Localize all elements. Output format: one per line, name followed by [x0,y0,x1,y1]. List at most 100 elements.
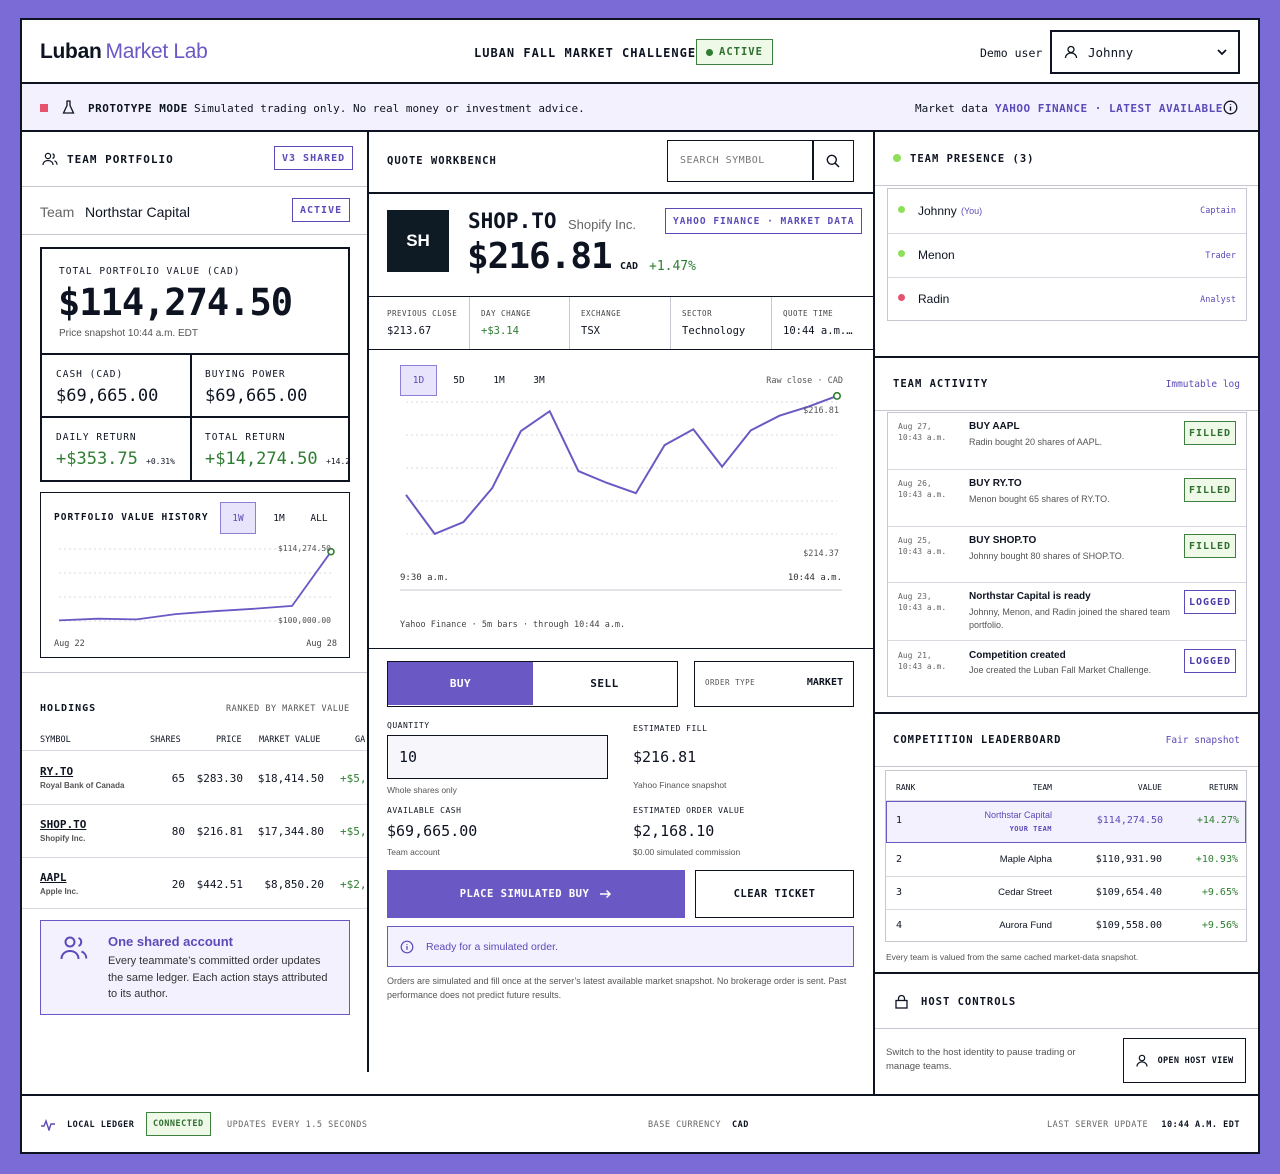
buy-button[interactable]: BUY [388,662,533,705]
info-icon[interactable] [1223,100,1238,115]
online-dot-icon [898,250,905,257]
total-value-label: TOTAL PORTFOLIO VALUE (CAD) [59,266,241,277]
activity-item: Aug 21, 10:43 a.m. Competition created Jo… [888,641,1246,696]
holding-name: Apple Inc. [40,887,79,896]
order-type-select[interactable]: ORDER TYPE MARKET [694,661,854,707]
quantity-hint: Whole shares only [387,785,457,795]
activity-date-day: Aug 27, [898,422,932,431]
holding-price: $283.30 [196,772,243,785]
order-type-value: MARKET [806,677,843,688]
divider [22,908,367,909]
activity-date-time: 10:43 a.m. [898,433,947,442]
divider [369,192,873,194]
chart-tab-5d[interactable]: 5D [453,375,465,386]
divider [888,582,1246,583]
quantity-input[interactable] [387,735,608,779]
divider [875,972,1258,974]
history-tab-all[interactable]: ALL [310,512,328,524]
shared-account-title: One shared account [108,934,233,949]
leaderboard-row[interactable]: 4 Aurora Fund $109,558.00 +9.56% [886,910,1246,941]
brand-logo[interactable]: Luban Market Lab [40,40,208,64]
quote-currency: CAD [620,261,639,272]
order-status-text: Ready for a simulated order. [426,941,558,953]
user-select-value: Johnny [1088,44,1134,60]
activity-desc: Johnny bought 80 shares of SHOP.TO. [969,551,1125,561]
challenge-status-label: ACTIVE [719,46,763,58]
chart-tab-1m[interactable]: 1M [493,375,505,386]
team-name: Northstar Capital [85,204,191,220]
divider [888,640,1246,641]
activity-title: Competition created [969,650,1066,661]
activity-date: Aug 27, 10:43 a.m. [898,421,946,443]
holding-symbol[interactable]: AAPL [40,871,67,884]
quote-x-end: 10:44 a.m. [788,573,842,583]
divider [812,141,814,180]
local-ledger-label: LOCAL LEDGER [67,1120,135,1130]
leaderboard-return: +10.93% [1195,854,1238,865]
leaderboard-row[interactable]: 3 Cedar Street $109,654.40 +9.65% [886,877,1246,909]
chart-tab-3m[interactable]: 3M [533,375,545,386]
symbol-search-input[interactable] [668,141,812,180]
holding-symbol[interactable]: SHOP.TO [40,818,87,831]
divider [875,712,1258,714]
leaderboard-team: Cedar Street [998,887,1052,898]
history-tab-1w[interactable]: 1W [220,502,256,534]
market-data-label: Market data [915,102,988,115]
open-host-view-button[interactable]: OPEN HOST VIEW [1123,1038,1246,1083]
divider [22,804,367,805]
leaderboard-row[interactable]: 2 Maple Alpha $110,931.90 +10.93% [886,843,1246,876]
holdings-table: SYMBOL SHARES PRICE MARKET VALUE GA RY.T… [22,728,367,908]
stat-label: QUOTE TIME [783,309,834,318]
activity-item: Aug 26, 10:43 a.m. BUY RY.TO Menon bought… [888,470,1246,527]
symbol-search [667,140,854,182]
team-label: Team [40,204,75,220]
quote-price-chart: $216.81 $214.37 9:30 a.m. 10:44 a.m. [400,391,842,591]
quote-company-name: Shopify Inc. [568,217,636,232]
member-name: Menon [918,248,955,262]
quote-change: +1.47% [649,259,696,274]
user-select[interactable]: Johnny [1050,30,1240,74]
member-you-tag: (You) [961,206,983,216]
chart-tab-1d[interactable]: 1D [400,365,437,396]
member-role: Trader [1205,251,1236,261]
clear-ticket-button[interactable]: CLEAR TICKET [695,870,854,918]
presence-dot-icon [893,154,901,162]
leaderboard-rank: 2 [896,854,903,865]
history-chart: $114,274.50 $100,000.00 Aug 22 Aug 28 [54,544,337,649]
search-icon[interactable] [826,154,840,168]
leaderboard-team: Northstar Capital [984,810,1052,820]
leaderboard-row-highlight[interactable]: 1 Northstar Capital YOUR TEAM $114,274.5… [886,801,1246,843]
divider [22,750,367,751]
team-activity-title: TEAM ACTIVITY [893,378,989,390]
chart-note: Raw close · CAD [766,376,843,386]
holdings-col-symbol: SYMBOL [40,735,71,745]
cash-value: $69,665.00 [56,386,159,406]
holding-row[interactable]: AAPL Apple Inc. 20 $442.51 $8,850.20 +$2… [22,858,367,908]
history-tab-1m[interactable]: 1M [273,512,285,524]
place-order-label: PLACE SIMULATED BUY [459,888,590,900]
shared-account-note: One shared account Every teammate’s comm… [40,920,350,1015]
holding-symbol[interactable]: RY.TO [40,765,74,778]
estimated-order-hint: $0.00 simulated commission [633,847,741,857]
estimated-fill-label: ESTIMATED FILL [633,724,708,733]
holdings-col-market-value: MARKET VALUE [259,735,321,745]
leaderboard-rank: 4 [896,920,903,931]
quote-source-tag: YAHOO FINANCE · MARKET DATA [665,208,863,234]
sell-button[interactable]: SELL [590,677,619,690]
leaderboard-rank: 1 [896,815,903,826]
stat-day-change: DAY CHANGE +$3.14 [470,297,570,349]
brand-suffix: Market Lab [105,40,208,63]
quote-symbol: SHOP.TO [468,209,557,233]
daily-return-label: DAILY RETURN [56,432,137,443]
leaderboard-value: $109,654.40 [1095,887,1162,898]
stat-value: +$3.14 [481,325,519,337]
alert-square-icon [40,104,48,112]
place-order-button[interactable]: PLACE SIMULATED BUY [387,870,685,918]
holding-row[interactable]: SHOP.TO Shopify Inc. 80 $216.81 $17,344.… [22,805,367,858]
your-team-tag: YOUR TEAM [1009,825,1052,833]
stat-value: 10:44 a.m. EDT [783,325,853,337]
holding-row[interactable]: RY.TO Royal Bank of Canada 65 $283.30 $1… [22,751,367,804]
stat-sector: SECTOR Technology [671,297,772,349]
activity-log: Aug 27, 10:43 a.m. BUY AAPL Radin bought … [887,412,1247,697]
activity-status-badge: LOGGED [1184,590,1236,614]
